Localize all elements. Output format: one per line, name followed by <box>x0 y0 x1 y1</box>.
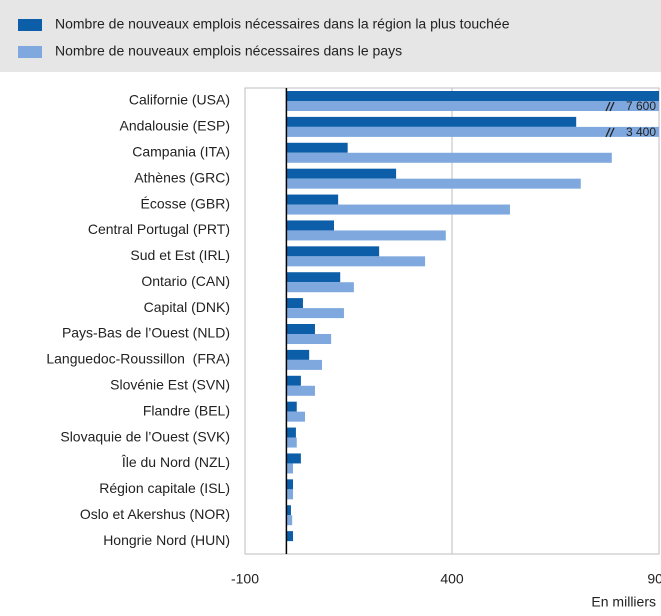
bar <box>286 427 296 438</box>
bar <box>286 515 293 526</box>
bar <box>286 463 294 474</box>
bar <box>286 437 297 448</box>
bar <box>286 272 341 283</box>
y-tick-label: Pays-Bas de l’Ouest (NLD) <box>62 325 230 341</box>
bar <box>286 91 659 101</box>
bar <box>286 489 294 500</box>
legend-label: Nombre de nouveaux emplois nécessaires d… <box>55 16 510 32</box>
bar <box>286 230 446 241</box>
y-tick-label: Languedoc-Roussillon (FRA) <box>46 351 230 367</box>
bar <box>286 505 291 516</box>
y-tick-label: Écosse (GBR) <box>141 195 230 211</box>
bar <box>286 531 294 542</box>
y-tick-label: Île du Nord (NZL) <box>121 454 230 470</box>
bar <box>286 194 339 205</box>
legend-background <box>0 0 661 72</box>
bar <box>286 375 301 386</box>
value-label: 3 400 <box>626 125 656 139</box>
y-tick-label: Oslo et Akershus (NOR) <box>80 506 230 522</box>
y-tick-label: Slovénie Est (SVN) <box>110 376 230 392</box>
y-tick-label: Flandre (BEL) <box>143 402 230 418</box>
bar <box>286 204 510 215</box>
bar <box>286 220 335 231</box>
bar <box>286 142 348 153</box>
x-tick-label: -100 <box>231 571 259 587</box>
bars <box>286 91 659 542</box>
bar <box>286 256 426 267</box>
y-tick-label: Andalousie (ESP) <box>119 118 230 134</box>
bar <box>286 126 659 137</box>
bar <box>286 349 310 360</box>
break-mark <box>609 101 615 112</box>
x-tick-label: 900 <box>647 571 661 587</box>
y-tick-label: Slovaquie de l’Ouest (SVK) <box>60 428 230 444</box>
y-tick-label: Capital (DNK) <box>144 299 230 315</box>
bar <box>286 324 315 334</box>
break-mark <box>605 127 611 138</box>
legend-label: Nombre de nouveaux emplois nécessaires d… <box>55 43 402 59</box>
x-tick-label: 400 <box>440 571 464 587</box>
bar <box>286 101 659 111</box>
y-tick-label: Athènes (GRC) <box>134 169 230 185</box>
bar <box>286 411 306 422</box>
legend-swatch <box>18 46 42 58</box>
y-tick-label: Hongrie Nord (HUN) <box>103 532 230 548</box>
bar <box>286 479 294 490</box>
bar <box>286 152 612 163</box>
y-tick-label: Californie (USA) <box>129 92 230 108</box>
bar <box>286 453 301 464</box>
y-tick-label: Ontario (CAN) <box>141 273 230 289</box>
bar <box>286 308 344 319</box>
x-axis-label: En milliers <box>591 594 656 610</box>
bar <box>286 401 297 412</box>
value-label: 7 600 <box>626 99 656 113</box>
legend-swatch <box>18 19 42 31</box>
break-mark <box>609 127 615 138</box>
bar <box>286 385 315 396</box>
bar <box>286 359 323 370</box>
bar <box>286 282 354 293</box>
bar <box>286 116 577 127</box>
bar <box>286 334 332 344</box>
y-tick-label: Région capitale (ISL) <box>99 480 230 496</box>
bar <box>286 298 303 309</box>
y-tick-label: Sud et Est (IRL) <box>130 247 230 263</box>
bar <box>286 246 380 257</box>
bar <box>286 168 397 179</box>
y-tick-label: Central Portugal (PRT) <box>88 221 230 237</box>
break-mark <box>605 101 611 112</box>
bar <box>286 178 581 189</box>
y-tick-label: Campania (ITA) <box>132 143 230 159</box>
